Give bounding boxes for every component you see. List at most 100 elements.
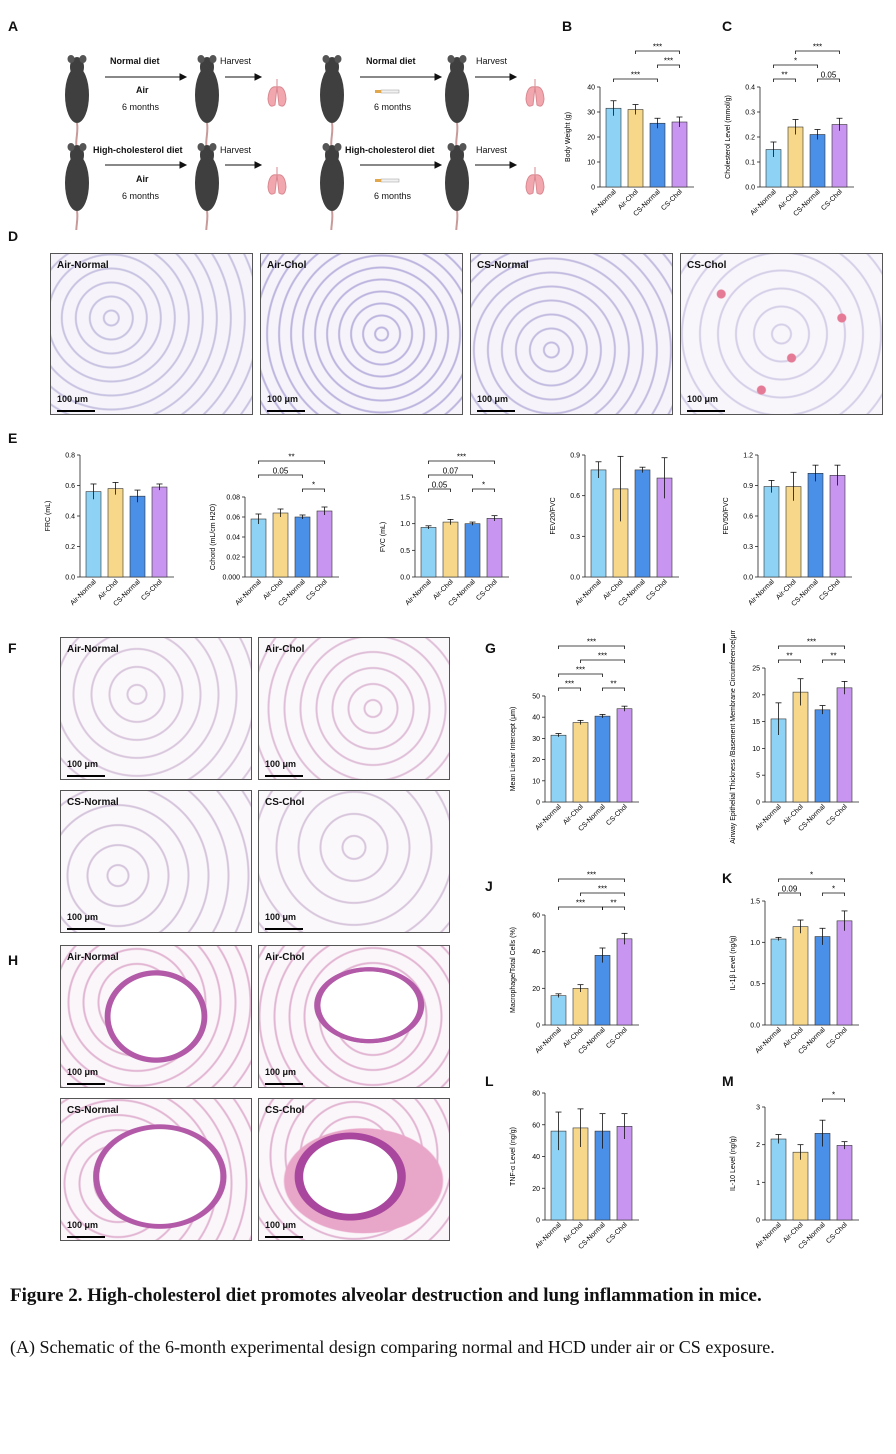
y-tick-label: 0.0	[400, 575, 410, 582]
bar-air-chol	[792, 1151, 809, 1221]
scale-label: 100 μm	[265, 1220, 297, 1230]
bar-cs-chol	[836, 920, 853, 1026]
x-tick-label: Air-Normal	[534, 1221, 563, 1250]
panel-label-g: G	[485, 640, 496, 656]
micrograph-d-cs-normal: CS-Normal 100 μm	[470, 253, 673, 415]
bar-air-normal	[770, 938, 787, 1026]
panel-label-i: I	[722, 640, 726, 656]
bar-cs-normal	[809, 134, 826, 188]
micrograph-h-cs-chol: CS-Chol 100 μm	[258, 1098, 450, 1241]
bar-cs-normal	[594, 955, 611, 1026]
y-tick-label: 40	[532, 949, 540, 956]
bar-air-normal	[550, 734, 567, 803]
significance-label: *	[794, 57, 797, 66]
panel-label-b: B	[562, 18, 573, 34]
significance-bracket	[657, 64, 680, 68]
figure-caption-title: Figure 2. High-cholesterol diet promotes…	[10, 1285, 762, 1306]
scale-bar	[265, 775, 303, 777]
scale-bar	[67, 775, 105, 777]
panel-label-j: J	[485, 878, 493, 894]
micrograph-label: Air-Chol	[265, 644, 305, 655]
significance-bracket	[822, 1098, 845, 1102]
cigarette-icon	[375, 89, 400, 183]
bar-cs-normal	[294, 516, 311, 578]
y-tick-label: 0.000	[222, 575, 240, 582]
micrograph-d-cs-chol: CS-Chol 100 μm	[680, 253, 883, 415]
bar-cs-chol	[829, 475, 846, 578]
scale-label: 100 μm	[67, 912, 99, 922]
y-tick-label: 0.0	[65, 575, 75, 582]
significance-bracket	[428, 474, 473, 478]
y-tick-label: 1.2	[743, 453, 753, 460]
x-tick-label: Air-Normal	[404, 578, 433, 607]
y-axis-label: FEV20/FVC	[550, 497, 557, 534]
x-tick-label: Air-Normal	[754, 1221, 783, 1250]
bar-air-chol	[107, 488, 124, 578]
panel-label-f: F	[8, 640, 17, 656]
y-tick-label: 1.0	[750, 940, 760, 947]
chart-g-mli: Mean Linear Intercept (μm) 0 10 20 30 40 50 Air…	[510, 638, 639, 833]
chart-j-macrophage: Macrophage/Total Cells (%) 0 20 40 60 Air-Nor…	[510, 871, 639, 1056]
significance-label: **	[830, 652, 836, 661]
y-tick-label: 0.2	[65, 544, 75, 551]
bar-cs-chol	[616, 938, 633, 1026]
x-tick-label: CS-Chol	[605, 1026, 629, 1050]
micrograph-label: Air-Chol	[267, 260, 307, 271]
y-tick-label: 0.08	[226, 495, 240, 502]
scale-label: 100 μm	[265, 912, 297, 922]
scale-label: 100 μm	[67, 1220, 99, 1230]
significance-label: ***	[631, 71, 640, 80]
significance-bracket	[778, 878, 845, 882]
significance-bracket	[428, 460, 495, 464]
schematic-diagram	[64, 54, 545, 230]
y-tick-label: 0.3	[570, 534, 580, 541]
micrograph-label: CS-Chol	[687, 260, 727, 271]
schematic-duration-2: 6 months	[374, 102, 412, 112]
significance-bracket	[822, 892, 845, 896]
significance-label: ***	[598, 885, 607, 894]
scale-label: 100 μm	[265, 1067, 297, 1077]
significance-bracket	[822, 659, 845, 663]
bar-air-chol	[792, 691, 809, 803]
x-tick-label: CS-Chol	[140, 578, 164, 602]
schematic-exposure-3: Air	[136, 174, 149, 184]
y-tick-label: 0.6	[570, 493, 580, 500]
significance-label: ***	[813, 43, 822, 52]
significance-bracket	[580, 892, 625, 896]
bar-air-normal	[605, 107, 622, 188]
y-tick-label: 10	[532, 778, 540, 785]
schematic-diet-2: Normal diet	[366, 56, 416, 66]
scale-bar	[477, 410, 515, 412]
x-tick-label: Air-Normal	[749, 188, 778, 217]
y-tick-label: 3	[756, 1105, 760, 1112]
panel-label-m: M	[722, 1073, 734, 1089]
schematic-diet-1: Normal diet	[110, 56, 160, 66]
chart-e-cchord: Cchord (mL/cm H2O) 0.000 0.02 0.04 0.06 0.08 A…	[210, 453, 339, 608]
scale-bar	[687, 410, 725, 412]
significance-bracket	[773, 64, 818, 68]
micrograph-label: CS-Normal	[67, 1105, 119, 1116]
significance-label: ***	[664, 57, 673, 66]
scale-bar	[67, 1236, 105, 1238]
significance-label: ***	[587, 638, 596, 647]
x-tick-label: CS-Chol	[605, 1221, 629, 1245]
y-tick-label: 20	[587, 135, 595, 142]
y-tick-label: 0.9	[570, 453, 580, 460]
scale-bar	[265, 928, 303, 930]
y-tick-label: 15	[752, 719, 760, 726]
scale-label: 100 μm	[267, 394, 299, 404]
significance-label: ***	[576, 899, 585, 908]
y-tick-label: 60	[532, 913, 540, 920]
significance-bracket	[558, 645, 625, 649]
bar-cs-normal	[814, 936, 831, 1026]
bar-air-normal	[770, 1138, 787, 1221]
y-tick-label: 0.2	[745, 135, 755, 142]
y-tick-label: 30	[532, 736, 540, 743]
significance-bracket	[602, 687, 625, 691]
